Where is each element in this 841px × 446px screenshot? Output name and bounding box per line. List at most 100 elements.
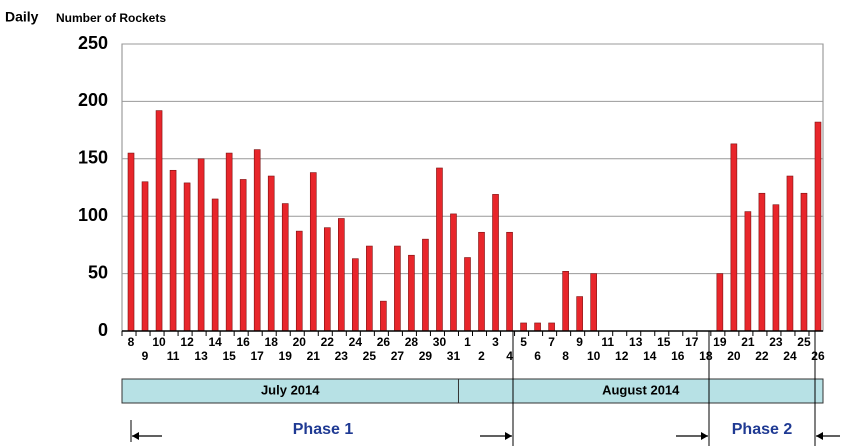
bar — [197, 158, 205, 332]
x-tick-label: 15 — [222, 349, 236, 363]
bar — [394, 245, 401, 332]
x-tick-label: 26 — [377, 335, 391, 349]
x-tick-label: 24 — [783, 349, 797, 363]
x-tick-label: 21 — [741, 335, 755, 349]
x-tick-label: 24 — [349, 335, 363, 349]
bar — [534, 322, 541, 332]
x-tick-label: 1 — [464, 335, 471, 349]
phase-label: Phase 1 — [293, 421, 354, 438]
x-tick-label: 21 — [307, 349, 321, 363]
y-tick-label: 200 — [78, 90, 108, 110]
bar — [408, 254, 415, 332]
bar — [338, 218, 345, 332]
bar — [281, 203, 289, 332]
x-tick-label: 25 — [797, 335, 811, 349]
x-tick-label: 22 — [755, 349, 769, 363]
bar — [253, 149, 261, 332]
phase-arrow-head — [701, 432, 708, 440]
x-tick-label: 20 — [293, 335, 307, 349]
bar — [492, 194, 499, 332]
x-tick-label: 19 — [713, 335, 727, 349]
x-tick-label: 12 — [615, 349, 629, 363]
bar — [814, 121, 822, 332]
x-tick-label: 8 — [128, 335, 135, 349]
bar — [506, 231, 513, 332]
phase-arrow-head — [816, 432, 823, 440]
bar — [211, 198, 219, 332]
phase-arrow-head — [132, 432, 139, 440]
bar — [590, 273, 597, 332]
x-tick-label: 13 — [194, 349, 208, 363]
x-tick-label: 10 — [587, 349, 601, 363]
bar — [309, 172, 317, 332]
x-tick-label: 16 — [236, 335, 250, 349]
bar — [352, 258, 359, 332]
x-tick-label: 2 — [478, 349, 485, 363]
x-tick-label: 23 — [335, 349, 349, 363]
bar — [576, 296, 583, 332]
y-tick-label: 250 — [78, 33, 108, 53]
bar — [716, 273, 724, 332]
y-tick-label: 50 — [88, 262, 108, 282]
x-tick-label: 9 — [142, 349, 149, 363]
bar — [730, 143, 738, 332]
phase-arrow-head — [505, 432, 512, 440]
bar — [169, 169, 177, 332]
bar — [436, 167, 443, 332]
x-tick-label: 17 — [685, 335, 699, 349]
x-tick-label: 27 — [391, 349, 405, 363]
y-tick-label: 0 — [98, 320, 108, 340]
bar — [366, 245, 373, 332]
month-label: August 2014 — [602, 382, 680, 397]
month-band — [121, 378, 824, 404]
x-tick-label: 28 — [405, 335, 419, 349]
bar — [772, 204, 780, 332]
x-tick-label: 12 — [180, 335, 194, 349]
bar — [141, 181, 149, 332]
x-tick-label: 11 — [601, 335, 614, 349]
x-tick-label: 8 — [562, 349, 569, 363]
x-tick-label: 18 — [265, 335, 279, 349]
bar — [786, 175, 794, 332]
bar — [183, 182, 191, 332]
bar — [225, 152, 233, 332]
x-tick-label: 19 — [279, 349, 293, 363]
x-tick-label: 15 — [657, 335, 671, 349]
bar — [562, 271, 569, 332]
x-tick-label: 3 — [492, 335, 499, 349]
x-tick-label: 10 — [152, 335, 166, 349]
x-tick-label: 18 — [699, 349, 713, 363]
x-tick-label: 25 — [363, 349, 377, 363]
bar — [323, 227, 331, 332]
x-tick-label: 20 — [727, 349, 741, 363]
x-tick-label: 5 — [520, 335, 527, 349]
y-tick-label: 150 — [78, 148, 108, 168]
chart-title: Daily — [5, 9, 39, 25]
bar — [758, 192, 766, 332]
bar — [478, 231, 485, 332]
bar — [295, 230, 303, 332]
bar — [744, 211, 752, 332]
x-tick-label: 30 — [433, 335, 447, 349]
bar — [380, 300, 387, 332]
x-tick-label: 9 — [576, 335, 583, 349]
bar — [450, 213, 457, 332]
x-tick-label: 4 — [506, 349, 513, 363]
bar — [127, 152, 135, 332]
bar — [520, 322, 527, 332]
x-tick-label: 23 — [769, 335, 783, 349]
bar — [267, 175, 275, 332]
x-tick-label: 11 — [167, 349, 180, 363]
x-tick-label: 13 — [629, 335, 643, 349]
x-tick-label: 16 — [671, 349, 685, 363]
bar — [548, 322, 555, 332]
x-tick-label: 22 — [321, 335, 335, 349]
x-tick-label: 26 — [811, 349, 825, 363]
x-tick-label: 14 — [208, 335, 222, 349]
x-tick-label: 29 — [419, 349, 433, 363]
bar — [800, 192, 808, 332]
bar — [155, 110, 163, 332]
x-tick-label: 31 — [447, 349, 461, 363]
y-axis-label: Number of Rockets — [56, 11, 166, 25]
